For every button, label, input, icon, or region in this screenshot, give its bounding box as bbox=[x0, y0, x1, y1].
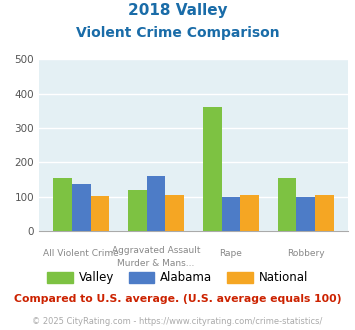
Text: © 2025 CityRating.com - https://www.cityrating.com/crime-statistics/: © 2025 CityRating.com - https://www.city… bbox=[32, 317, 323, 326]
Text: Murder & Mans...: Murder & Mans... bbox=[118, 259, 195, 268]
Bar bbox=[165, 195, 184, 231]
Bar bbox=[147, 176, 165, 231]
Text: Rape: Rape bbox=[219, 249, 242, 258]
Legend: Valley, Alabama, National: Valley, Alabama, National bbox=[42, 267, 313, 289]
Bar bbox=[128, 190, 147, 231]
Bar bbox=[278, 178, 296, 231]
Text: Violent Crime Comparison: Violent Crime Comparison bbox=[76, 26, 279, 40]
Bar bbox=[72, 183, 91, 231]
Bar bbox=[91, 196, 109, 231]
Bar bbox=[53, 178, 72, 231]
Text: Compared to U.S. average. (U.S. average equals 100): Compared to U.S. average. (U.S. average … bbox=[14, 294, 341, 304]
Bar bbox=[222, 197, 240, 231]
Bar bbox=[240, 195, 259, 231]
Text: 2018 Valley: 2018 Valley bbox=[128, 3, 227, 18]
Bar bbox=[296, 197, 315, 231]
Text: Robbery: Robbery bbox=[287, 249, 324, 258]
Bar bbox=[203, 108, 222, 231]
Bar bbox=[315, 195, 334, 231]
Text: Aggravated Assault: Aggravated Assault bbox=[112, 246, 200, 255]
Text: All Violent Crime: All Violent Crime bbox=[43, 249, 119, 258]
